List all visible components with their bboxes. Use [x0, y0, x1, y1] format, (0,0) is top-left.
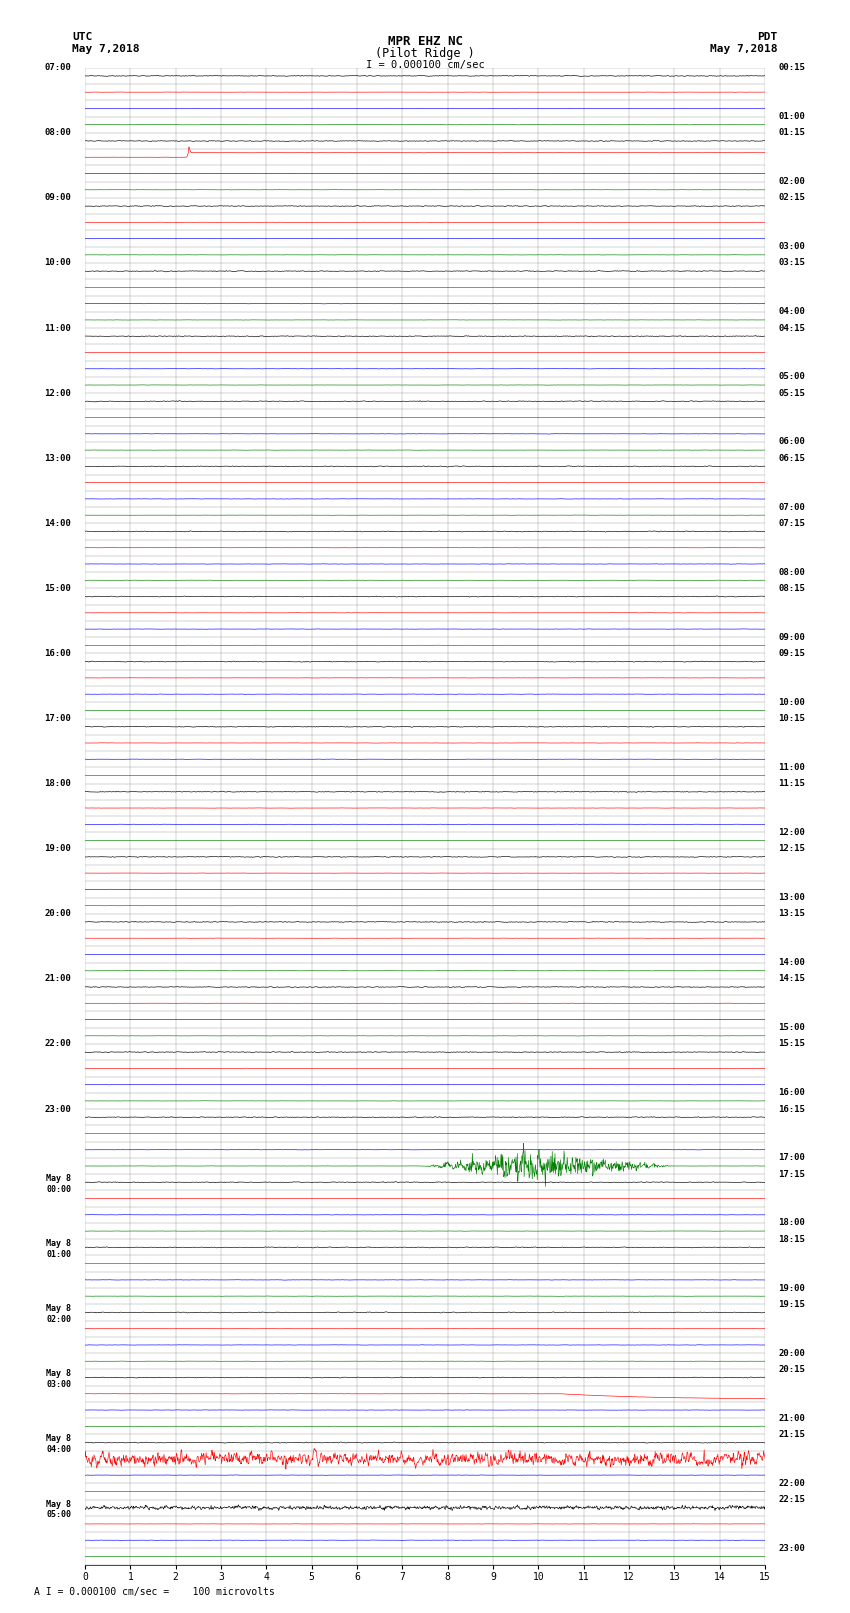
Text: 19:00: 19:00	[44, 844, 71, 853]
Text: 14:00: 14:00	[44, 519, 71, 527]
Text: 13:00: 13:00	[44, 453, 71, 463]
Text: 20:00: 20:00	[44, 910, 71, 918]
Text: 02:15: 02:15	[779, 194, 806, 202]
Text: 23:00: 23:00	[779, 1544, 806, 1553]
Text: 15:15: 15:15	[779, 1039, 806, 1048]
Text: May 7,2018: May 7,2018	[72, 44, 139, 53]
Text: 14:15: 14:15	[779, 974, 806, 984]
Text: May 8
02:00: May 8 02:00	[47, 1305, 71, 1324]
Text: 21:00: 21:00	[44, 974, 71, 984]
Text: 05:00: 05:00	[779, 373, 806, 381]
Text: A I = 0.000100 cm/sec =    100 microvolts: A I = 0.000100 cm/sec = 100 microvolts	[34, 1587, 275, 1597]
Text: 18:00: 18:00	[779, 1218, 806, 1227]
Text: 06:15: 06:15	[779, 453, 806, 463]
Text: May 8
05:00: May 8 05:00	[47, 1500, 71, 1519]
Text: 00:15: 00:15	[779, 63, 806, 73]
Text: 23:00: 23:00	[44, 1105, 71, 1113]
Text: 12:00: 12:00	[779, 827, 806, 837]
Text: 17:15: 17:15	[779, 1169, 806, 1179]
Text: 18:15: 18:15	[779, 1234, 806, 1244]
Text: 10:15: 10:15	[779, 715, 806, 723]
Text: 18:00: 18:00	[44, 779, 71, 789]
Text: 01:00: 01:00	[779, 111, 806, 121]
Text: 04:00: 04:00	[779, 308, 806, 316]
Text: 19:15: 19:15	[779, 1300, 806, 1308]
Text: May 8
04:00: May 8 04:00	[47, 1434, 71, 1453]
Text: 22:15: 22:15	[779, 1495, 806, 1503]
Text: 07:00: 07:00	[779, 503, 806, 511]
Text: 03:15: 03:15	[779, 258, 806, 268]
Text: I = 0.000100 cm/sec: I = 0.000100 cm/sec	[366, 60, 484, 69]
Text: 04:15: 04:15	[779, 324, 806, 332]
Text: 17:00: 17:00	[779, 1153, 806, 1163]
Text: 22:00: 22:00	[779, 1479, 806, 1487]
Text: 09:00: 09:00	[44, 194, 71, 202]
Text: 10:00: 10:00	[779, 698, 806, 706]
Text: 20:00: 20:00	[779, 1348, 806, 1358]
Text: 16:15: 16:15	[779, 1105, 806, 1113]
Text: 21:00: 21:00	[779, 1413, 806, 1423]
Text: 01:15: 01:15	[779, 129, 806, 137]
Text: 08:00: 08:00	[44, 129, 71, 137]
Text: UTC: UTC	[72, 32, 93, 42]
Text: 13:15: 13:15	[779, 910, 806, 918]
Text: May 7,2018: May 7,2018	[711, 44, 778, 53]
Text: 05:15: 05:15	[779, 389, 806, 398]
Text: (Pilot Ridge ): (Pilot Ridge )	[375, 47, 475, 60]
Text: 22:00: 22:00	[44, 1039, 71, 1048]
Text: 02:00: 02:00	[779, 177, 806, 185]
Text: 03:00: 03:00	[779, 242, 806, 252]
Text: May 8
00:00: May 8 00:00	[47, 1174, 71, 1194]
Text: 13:00: 13:00	[779, 894, 806, 902]
Text: 11:00: 11:00	[779, 763, 806, 773]
Text: 08:00: 08:00	[779, 568, 806, 576]
Text: 12:15: 12:15	[779, 844, 806, 853]
Text: 15:00: 15:00	[779, 1023, 806, 1032]
Text: 11:00: 11:00	[44, 324, 71, 332]
Text: 08:15: 08:15	[779, 584, 806, 594]
Text: 19:00: 19:00	[779, 1284, 806, 1292]
Text: 15:00: 15:00	[44, 584, 71, 594]
Text: 07:00: 07:00	[44, 63, 71, 73]
Text: 14:00: 14:00	[779, 958, 806, 968]
Text: 21:15: 21:15	[779, 1431, 806, 1439]
Text: 20:15: 20:15	[779, 1365, 806, 1374]
Text: 16:00: 16:00	[779, 1089, 806, 1097]
Text: 12:00: 12:00	[44, 389, 71, 398]
Text: 09:00: 09:00	[779, 632, 806, 642]
Text: 07:15: 07:15	[779, 519, 806, 527]
Text: 11:15: 11:15	[779, 779, 806, 789]
Text: MPR EHZ NC: MPR EHZ NC	[388, 35, 462, 48]
Text: 10:00: 10:00	[44, 258, 71, 268]
Text: 06:00: 06:00	[779, 437, 806, 447]
Text: May 8
01:00: May 8 01:00	[47, 1239, 71, 1258]
Text: 09:15: 09:15	[779, 648, 806, 658]
Text: May 8
03:00: May 8 03:00	[47, 1369, 71, 1389]
Text: 16:00: 16:00	[44, 648, 71, 658]
Text: 17:00: 17:00	[44, 715, 71, 723]
Text: PDT: PDT	[757, 32, 778, 42]
